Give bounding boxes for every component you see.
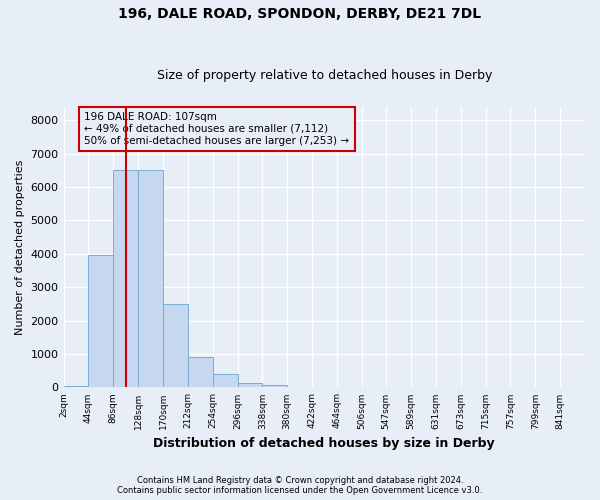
- Y-axis label: Number of detached properties: Number of detached properties: [15, 160, 25, 335]
- Bar: [212, 374, 238, 388]
- Bar: [138, 170, 163, 388]
- Bar: [163, 304, 188, 388]
- Text: 196, DALE ROAD, SPONDON, DERBY, DE21 7DL: 196, DALE ROAD, SPONDON, DERBY, DE21 7DL: [118, 8, 482, 22]
- Text: Contains HM Land Registry data © Crown copyright and database right 2024.
Contai: Contains HM Land Registry data © Crown c…: [118, 476, 482, 495]
- Title: Size of property relative to detached houses in Derby: Size of property relative to detached ho…: [157, 69, 492, 82]
- Bar: [238, 383, 262, 388]
- Bar: [188, 358, 212, 388]
- Bar: [64, 386, 88, 388]
- Bar: [262, 385, 287, 388]
- Bar: [88, 256, 113, 388]
- Bar: [113, 170, 138, 388]
- Text: 196 DALE ROAD: 107sqm
← 49% of detached houses are smaller (7,112)
50% of semi-d: 196 DALE ROAD: 107sqm ← 49% of detached …: [85, 112, 349, 146]
- Bar: [287, 387, 312, 388]
- X-axis label: Distribution of detached houses by size in Derby: Distribution of detached houses by size …: [154, 437, 495, 450]
